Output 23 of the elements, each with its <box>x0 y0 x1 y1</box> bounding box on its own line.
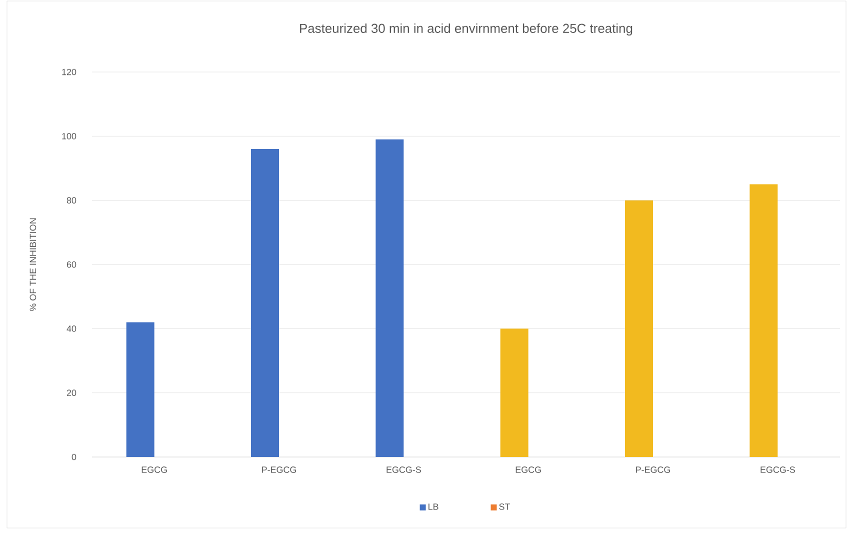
y-tick-label: 60 <box>66 261 76 268</box>
bar <box>126 322 154 457</box>
y-tick-label: 20 <box>66 390 76 396</box>
y-tick-label: 80 <box>66 197 76 204</box>
x-tick-label: P-EGCG <box>636 466 670 473</box>
x-tick-label: EGCG-S <box>386 466 421 473</box>
y-axis-title: % OF THE INHIBITION <box>30 218 36 312</box>
bar <box>750 184 778 457</box>
legend-label: LB <box>428 504 438 510</box>
bar <box>625 200 653 457</box>
legend-label: ST <box>499 504 510 510</box>
bar <box>251 148 279 457</box>
bar <box>376 139 404 457</box>
bar <box>500 328 528 457</box>
x-tick-label: P-EGCG <box>262 466 296 473</box>
x-tick-label: EGCG <box>142 466 167 473</box>
y-tick-label: 40 <box>66 325 76 332</box>
chart-title: Pasteurized 30 min in acid envirnment before 25C treating <box>300 23 632 36</box>
y-tick-label: 120 <box>62 68 76 76</box>
x-tick-label: EGCG-S <box>760 466 795 473</box>
x-tick-label: EGCG <box>516 466 541 473</box>
y-tick-label: 100 <box>62 132 76 140</box>
y-tick-label: 0 <box>72 454 76 460</box>
